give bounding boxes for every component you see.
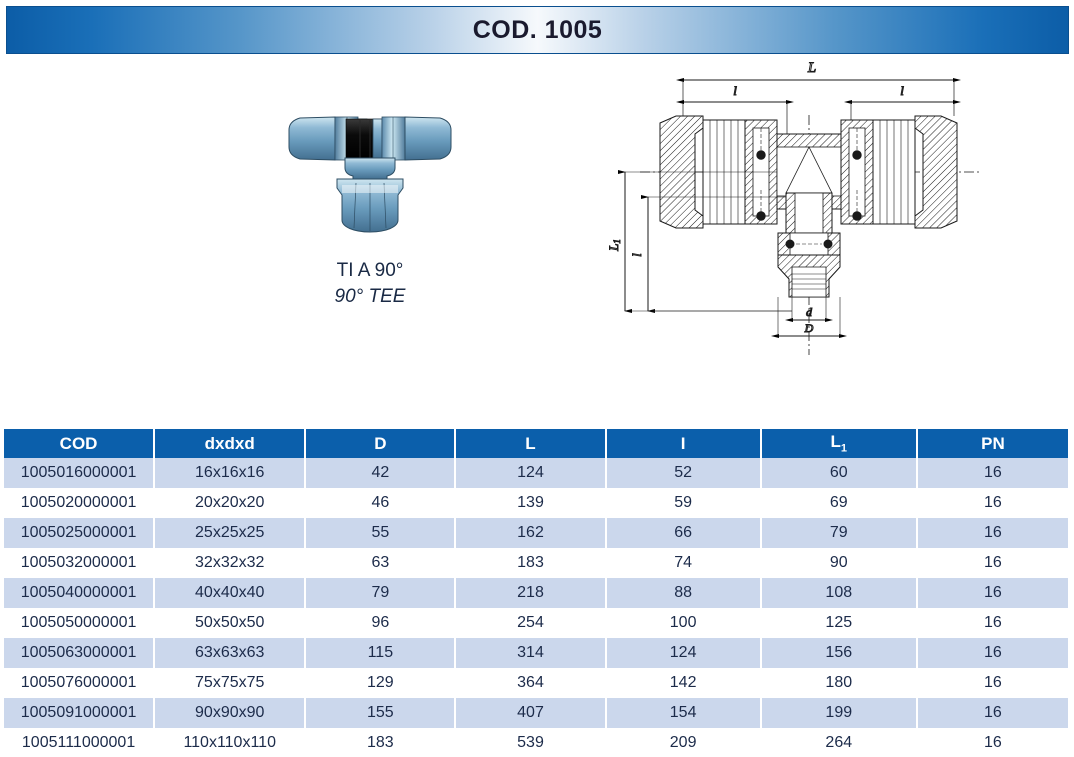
svg-text:L: L (807, 60, 816, 76)
svg-text:l: l (629, 253, 644, 257)
svg-text:L1: L1 (606, 239, 622, 252)
svg-text:l: l (733, 83, 737, 98)
svg-text:l: l (900, 83, 904, 98)
svg-text:d: d (806, 305, 813, 319)
svg-text:D: D (804, 321, 814, 335)
